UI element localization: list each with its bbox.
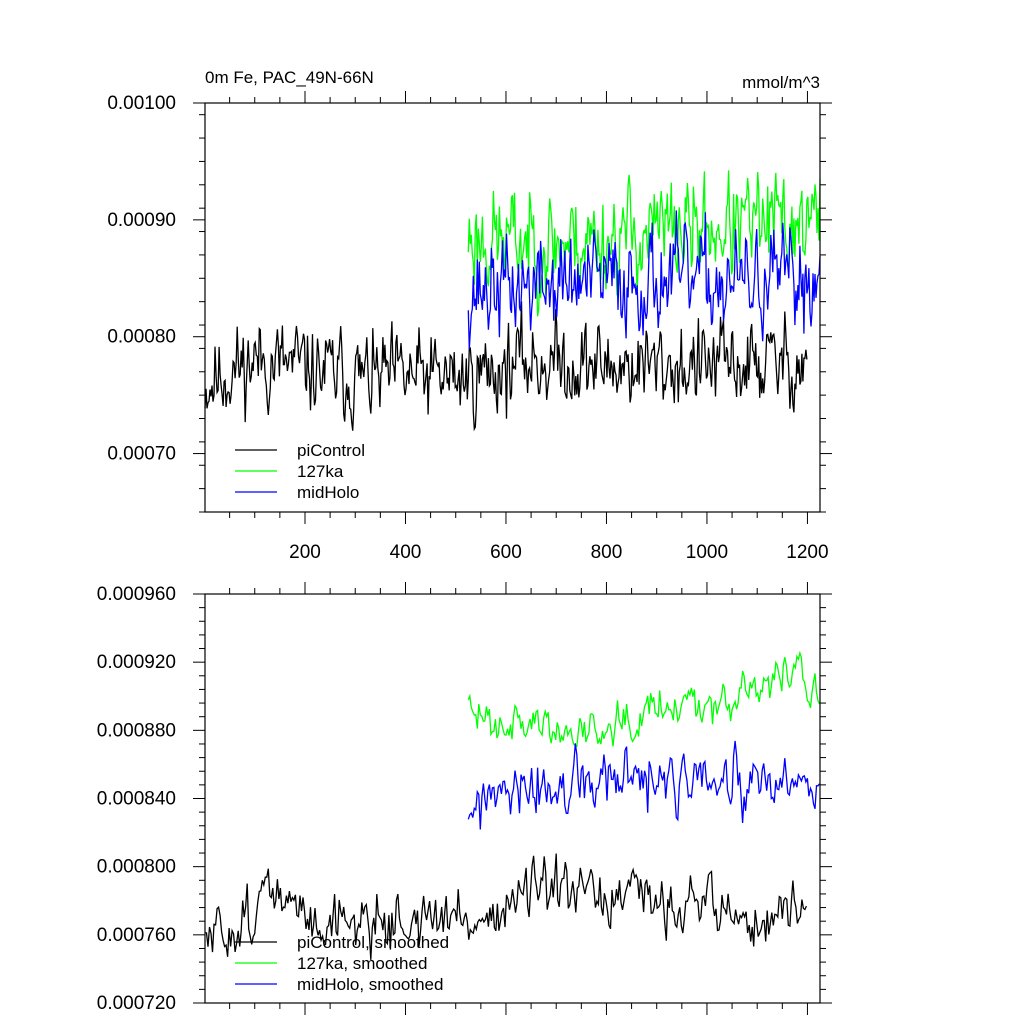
x-tick-label: 1000 <box>686 542 728 563</box>
legend-label: 127ka <box>297 462 344 481</box>
top-panel-title: 0m Fe, PAC_49N-66N <box>205 68 374 87</box>
top-series-group <box>204 170 821 432</box>
x-tick-label: 400 <box>390 542 422 563</box>
series-line-bottom-1 <box>467 650 821 748</box>
x-tick-label: 800 <box>591 542 623 563</box>
top-panel: 0m Fe, PAC_49N-66N mmol/m^3 200 400 600 800… <box>107 68 832 563</box>
bottom-plot-frame <box>204 593 821 1004</box>
legend-label: midHolo, smoothed <box>297 975 443 994</box>
legend-label: piControl, smoothed <box>297 933 449 952</box>
top-ticks-group: 200 400 600 800 1000 1200 0.00070 0.00080 0.0009… <box>107 91 832 563</box>
y-tick-label: 0.000720 <box>97 993 176 1014</box>
bottom-series-group <box>205 650 821 960</box>
y-tick-label: 0.00100 <box>107 93 176 114</box>
legend-label: 127ka, smoothed <box>297 954 427 973</box>
y-tick-label: 0.000800 <box>97 857 176 878</box>
bottom-legend: piControl, smoothed 127ka, smoothed midHol… <box>235 933 449 994</box>
y-tick-label: 0.00090 <box>107 210 176 231</box>
series-line-bottom-2 <box>467 740 821 830</box>
x-tick-label: 200 <box>289 542 321 563</box>
legend-label: piControl <box>297 441 365 460</box>
y-tick-label: 0.000840 <box>97 789 176 810</box>
legend-label: midHolo <box>297 483 359 502</box>
y-tick-label: 0.000920 <box>97 652 176 673</box>
x-tick-label: 1200 <box>786 542 828 563</box>
y-tick-label: 0.000960 <box>97 584 176 605</box>
y-tick-label: 0.000760 <box>97 925 176 946</box>
bottom-panel: 0.000720 0.000760 0.000800 0.000840 0.000880… <box>97 582 832 1015</box>
series-line-top-2 <box>467 210 821 350</box>
top-legend: piControl 127ka midHolo <box>235 441 365 502</box>
series-line-bottom-0 <box>205 853 807 960</box>
y-tick-label: 0.00080 <box>107 327 176 348</box>
top-panel-units: mmol/m^3 <box>742 73 820 92</box>
series-line-top-0 <box>204 301 808 432</box>
x-tick-label: 600 <box>490 542 522 563</box>
top-plot-frame <box>204 102 821 513</box>
y-tick-label: 0.00070 <box>107 444 176 465</box>
y-tick-label: 0.000880 <box>97 720 176 741</box>
series-line-top-1 <box>467 170 821 317</box>
bottom-ticks-group: 0.000720 0.000760 0.000800 0.000840 0.000880… <box>97 582 832 1015</box>
